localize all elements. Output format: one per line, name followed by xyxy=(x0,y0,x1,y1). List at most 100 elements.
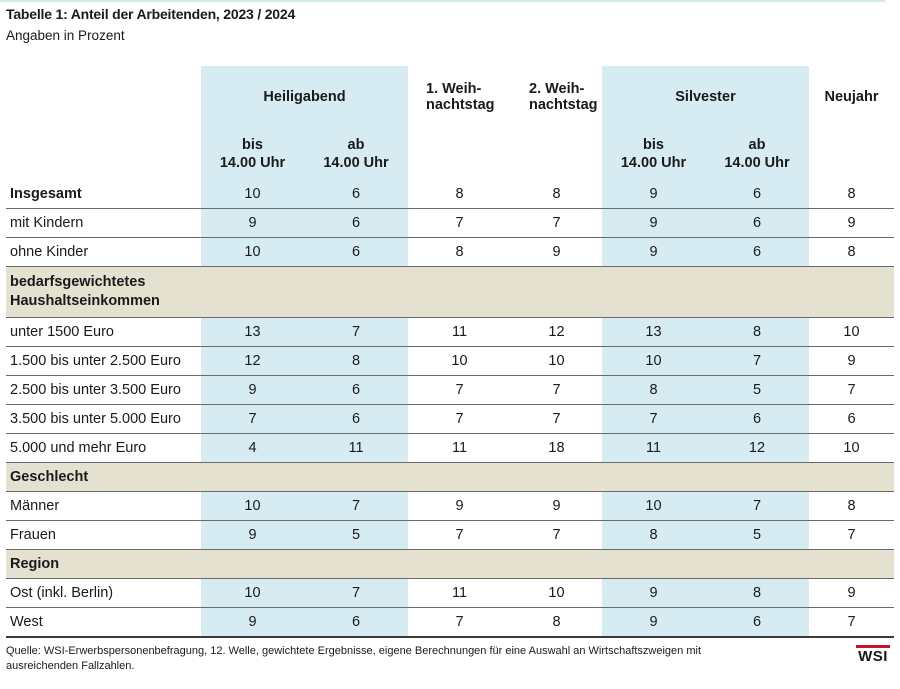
table-row: Insgesamt 10 6 8 8 9 6 8 xyxy=(6,180,894,209)
table-row: ohne Kinder 10 6 8 9 9 6 8 xyxy=(6,237,894,267)
value-cell: 5 xyxy=(304,520,408,550)
value-cell: 7 xyxy=(705,491,809,521)
subheader-empty xyxy=(809,128,894,180)
header-silvester: Silvester xyxy=(602,66,809,128)
value-cell: 8 xyxy=(304,346,408,376)
value-cell: 9 xyxy=(809,346,894,376)
value-cell: 9 xyxy=(809,208,894,238)
value-cell: 7 xyxy=(511,404,602,434)
value-cell: 4 xyxy=(201,433,304,463)
subheader-empty xyxy=(511,128,602,180)
value-cell: 9 xyxy=(602,208,705,238)
value-cell: 7 xyxy=(602,404,705,434)
section-row-geschlecht: Geschlecht xyxy=(6,462,894,492)
value-cell: 5 xyxy=(705,520,809,550)
value-cell: 9 xyxy=(201,208,304,238)
value-cell: 6 xyxy=(809,404,894,434)
row-label: 5.000 und mehr Euro xyxy=(6,433,201,463)
table-row: Männer 10 7 9 9 10 7 8 xyxy=(6,491,894,521)
value-cell: 6 xyxy=(304,404,408,434)
value-cell: 11 xyxy=(602,433,705,463)
value-cell: 9 xyxy=(602,607,705,638)
value-cell: 6 xyxy=(705,404,809,434)
subheader-row: bis 14.00 Uhr ab 14.00 Uhr bis 14.00 Uhr ab… xyxy=(6,128,894,180)
value-cell: 12 xyxy=(511,317,602,347)
value-cell: 5 xyxy=(705,375,809,405)
value-cell: 7 xyxy=(511,375,602,405)
row-label: 2.500 bis unter 3.500 Euro xyxy=(6,375,201,405)
value-cell: 6 xyxy=(705,607,809,638)
value-cell: 6 xyxy=(705,208,809,238)
value-cell: 6 xyxy=(304,375,408,405)
value-cell: 11 xyxy=(304,433,408,463)
value-cell: 11 xyxy=(408,317,511,347)
value-cell: 13 xyxy=(602,317,705,347)
value-cell: 9 xyxy=(201,607,304,638)
value-cell: 9 xyxy=(511,237,602,267)
value-cell: 6 xyxy=(304,607,408,638)
value-cell: 10 xyxy=(809,317,894,347)
value-cell: 9 xyxy=(602,237,705,267)
value-cell: 8 xyxy=(705,578,809,608)
table-row: West 9 6 7 8 9 6 7 xyxy=(6,607,894,638)
value-cell: 8 xyxy=(511,180,602,209)
value-cell: 8 xyxy=(602,375,705,405)
value-cell: 9 xyxy=(809,578,894,608)
table-row: unter 1500 Euro 13 7 11 12 13 8 10 xyxy=(6,317,894,347)
value-cell: 6 xyxy=(705,180,809,209)
value-cell: 7 xyxy=(408,208,511,238)
value-cell: 9 xyxy=(511,491,602,521)
subheader-empty xyxy=(6,128,201,180)
value-cell: 8 xyxy=(809,491,894,521)
value-cell: 7 xyxy=(511,520,602,550)
top-rule xyxy=(0,0,885,2)
value-cell: 7 xyxy=(304,317,408,347)
value-cell: 7 xyxy=(408,607,511,638)
table-row: mit Kindern 9 6 7 7 9 6 9 xyxy=(6,208,894,238)
row-label: 1.500 bis unter 2.500 Euro xyxy=(6,346,201,376)
section-label-einkommen: bedarfsgewichtetes Haushaltseinkommen xyxy=(6,266,894,318)
table-row: 5.000 und mehr Euro 4 11 11 18 11 12 10 xyxy=(6,433,894,463)
value-cell: 12 xyxy=(705,433,809,463)
value-cell: 7 xyxy=(809,607,894,638)
wsi-logo: WSI xyxy=(856,645,890,666)
value-cell: 10 xyxy=(201,237,304,267)
value-cell: 6 xyxy=(304,180,408,209)
header-weihnachtstag-1: 1. Weih-nachtstag xyxy=(426,81,495,113)
value-cell: 7 xyxy=(809,375,894,405)
header-neujahr: Neujahr xyxy=(824,89,879,105)
value-cell: 10 xyxy=(511,346,602,376)
value-cell: 10 xyxy=(201,491,304,521)
row-label: Ost (inkl. Berlin) xyxy=(6,578,201,608)
value-cell: 7 xyxy=(408,520,511,550)
subheader-heiligabend-ab: ab 14.00 Uhr xyxy=(304,128,408,180)
value-cell: 9 xyxy=(408,491,511,521)
value-cell: 10 xyxy=(201,578,304,608)
value-cell: 9 xyxy=(201,375,304,405)
value-cell: 8 xyxy=(408,237,511,267)
value-cell: 10 xyxy=(201,180,304,209)
row-label: Männer xyxy=(6,491,201,521)
subheader-silvester-ab: ab 14.00 Uhr xyxy=(705,128,809,180)
section-row-region: Region xyxy=(6,549,894,579)
row-label: mit Kindern xyxy=(6,208,201,238)
row-label: Frauen xyxy=(6,520,201,550)
value-cell: 10 xyxy=(602,491,705,521)
section-label-region: Region xyxy=(6,549,894,579)
value-cell: 12 xyxy=(201,346,304,376)
value-cell: 11 xyxy=(408,578,511,608)
subheader-heiligabend-bis: bis 14.00 Uhr xyxy=(201,128,304,180)
header-label-cell xyxy=(6,66,201,128)
table-row: 1.500 bis unter 2.500 Euro 12 8 10 10 10 7 9 xyxy=(6,346,894,376)
value-cell: 10 xyxy=(809,433,894,463)
value-cell: 11 xyxy=(408,433,511,463)
value-cell: 6 xyxy=(304,208,408,238)
value-cell: 10 xyxy=(511,578,602,608)
value-cell: 8 xyxy=(408,180,511,209)
table-row: Ost (inkl. Berlin) 10 7 11 10 9 8 9 xyxy=(6,578,894,608)
value-cell: 8 xyxy=(511,607,602,638)
value-cell: 7 xyxy=(705,346,809,376)
value-cell: 7 xyxy=(304,491,408,521)
section-row-einkommen: bedarfsgewichtetes Haushaltseinkommen xyxy=(6,266,894,318)
value-cell: 10 xyxy=(408,346,511,376)
